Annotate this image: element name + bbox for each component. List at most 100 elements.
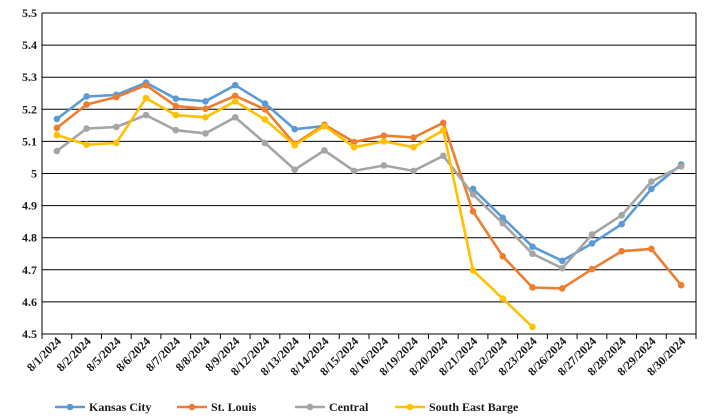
data-point: [529, 250, 536, 258]
data-point: [469, 208, 477, 215]
series-south-east-barge: [53, 94, 536, 331]
data-point: [291, 141, 298, 149]
data-point: [350, 167, 358, 175]
legend-entry: Kansas City: [55, 400, 151, 414]
data-point: [440, 152, 447, 160]
data-point: [440, 126, 447, 134]
data-point: [142, 81, 150, 89]
y-tick-label: 5.1: [22, 134, 37, 148]
series-central: [53, 111, 685, 272]
x-axis-tick-labels: 8/1/20248/2/20248/5/20248/6/20248/7/2024…: [24, 334, 688, 378]
y-tick-label: 4.7: [22, 263, 37, 277]
legend-label: Central: [329, 400, 369, 414]
data-point: [618, 220, 625, 228]
data-point: [113, 123, 120, 131]
legend-label: Kansas City: [89, 400, 151, 414]
y-tick-label: 5.2: [22, 102, 37, 116]
data-point: [261, 100, 269, 107]
data-point: [558, 285, 566, 292]
data-point: [261, 139, 269, 147]
y-tick-label: 5: [31, 167, 37, 181]
data-point: [172, 111, 180, 119]
legend-marker: [66, 403, 74, 411]
legend: Kansas City St. Louis Central South East Ba…: [55, 400, 519, 414]
data-point: [83, 101, 90, 108]
data-point: [499, 253, 507, 260]
grid-lines: [42, 12, 696, 335]
data-point: [113, 93, 120, 101]
data-point: [469, 191, 477, 198]
data-point: [142, 94, 150, 102]
y-tick-label: 4.5: [22, 327, 37, 341]
data-point: [440, 119, 447, 127]
data-point: [618, 247, 625, 255]
data-point: [410, 167, 417, 175]
data-point: [499, 214, 507, 222]
data-point: [648, 245, 655, 253]
data-point: [291, 125, 298, 133]
legend-marker: [306, 403, 314, 411]
data-point: [648, 185, 655, 193]
data-point: [202, 105, 209, 112]
data-point: [410, 134, 417, 141]
y-tick-label: 4.8: [22, 231, 37, 245]
data-point: [83, 141, 90, 148]
series-lines: [53, 79, 685, 331]
data-point: [499, 295, 507, 302]
legend-marker: [188, 403, 196, 411]
data-point: [53, 115, 61, 123]
data-point: [677, 281, 685, 289]
data-point: [529, 243, 536, 250]
data-point: [261, 116, 269, 123]
data-point: [677, 163, 685, 170]
data-point: [380, 162, 388, 169]
data-point: [499, 219, 507, 227]
data-point: [529, 284, 536, 291]
legend-entry: Central: [295, 400, 369, 414]
data-point: [202, 130, 209, 137]
data-point: [469, 267, 477, 274]
legend-entry: St. Louis: [177, 400, 257, 414]
data-point: [350, 143, 358, 151]
data-point: [350, 138, 358, 146]
data-point: [261, 106, 269, 113]
data-point: [202, 97, 209, 105]
data-point: [380, 132, 388, 139]
data-point: [588, 265, 596, 273]
data-point: [172, 102, 180, 110]
data-point: [142, 111, 150, 119]
data-point: [648, 178, 655, 185]
data-point: [113, 139, 120, 147]
data-point: [83, 93, 90, 100]
series-line: [55, 83, 683, 290]
y-tick-label: 5.4: [22, 38, 37, 52]
data-point: [558, 257, 566, 265]
data-point: [231, 114, 239, 121]
data-point: [410, 143, 417, 151]
y-tick-label: 5.5: [22, 6, 37, 20]
data-point: [618, 211, 625, 219]
data-point: [558, 264, 566, 272]
data-point: [321, 122, 328, 130]
data-point: [588, 231, 596, 238]
data-point: [83, 125, 90, 132]
data-point: [202, 114, 209, 121]
series-line: [55, 81, 326, 131]
series-line: [55, 113, 683, 270]
data-point: [321, 147, 328, 154]
y-tick-label: 4.9: [22, 199, 37, 213]
legend-label: St. Louis: [211, 400, 257, 414]
data-point: [529, 323, 536, 331]
axes: [41, 13, 697, 339]
data-point: [53, 131, 61, 139]
y-tick-label: 5.3: [22, 70, 37, 84]
data-point: [53, 124, 61, 132]
data-point: [588, 240, 596, 247]
legend-marker: [406, 403, 414, 411]
y-axis-tick-labels: 5.5 5.4 5.3 5.2 5.1 5 4.9 4.8 4.7 4.6 4.5: [22, 6, 37, 341]
data-point: [380, 138, 388, 145]
data-point: [291, 166, 298, 173]
data-point: [231, 92, 239, 100]
data-point: [53, 147, 61, 155]
